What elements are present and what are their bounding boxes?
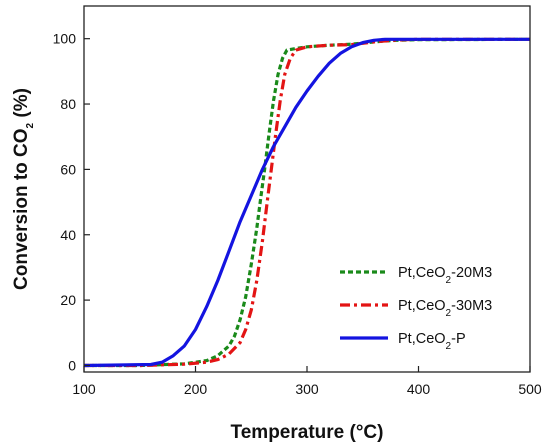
legend-label-1: Pt,CeO2-20M3: [398, 265, 492, 286]
y-tick-label: 80: [60, 96, 76, 112]
legend-label-subscript: 2: [446, 275, 452, 286]
y-tick-label: 100: [53, 31, 77, 47]
y-tick-label: 0: [68, 357, 76, 373]
y-axis-title-subscript: 2: [25, 122, 36, 128]
x-tick-label: 500: [518, 381, 542, 397]
legend-label-subscript: 2: [446, 308, 452, 319]
y-tick-label: 40: [60, 227, 76, 243]
x-tick-label: 300: [295, 381, 319, 397]
x-tick-label: 100: [72, 381, 96, 397]
y-tick-label: 20: [60, 292, 76, 308]
legend-label-suffix: -30M3: [451, 298, 492, 314]
legend-label-suffix: -20M3: [451, 265, 492, 281]
legend-label-subscript: 2: [446, 341, 452, 352]
series-layer: [83, 37, 531, 368]
legend-label-2: Pt,CeO2-30M3: [398, 298, 492, 319]
x-tick-label: 200: [184, 381, 208, 397]
legend-label-main: Pt,CeO: [398, 298, 446, 314]
legend-label-suffix: -P: [451, 331, 466, 347]
series-line-2: [84, 37, 530, 368]
y-axis-title-main: Conversion to CO: [11, 128, 32, 290]
ticks-layer: 100 200 300 400 500 0 20 40 60 80 100: [53, 31, 542, 397]
x-axis-title: Temperature (°C): [231, 422, 384, 443]
legend-label-main: Pt,CeO: [398, 331, 446, 347]
y-tick-label: 60: [60, 161, 76, 177]
y-axis-title-unit: (%): [11, 88, 32, 123]
series-line-1: [84, 37, 531, 368]
plot-frame: [83, 5, 531, 373]
y-axis-title: Conversion to CO2 (%): [11, 88, 36, 290]
legend-label-main: Pt,CeO: [398, 265, 446, 281]
series-line-3: [83, 37, 530, 368]
legend-label-3: Pt,CeO2-P: [398, 331, 466, 352]
x-tick-label: 400: [407, 381, 431, 397]
